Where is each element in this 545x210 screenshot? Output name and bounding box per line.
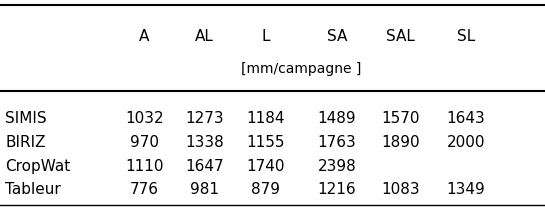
Text: 1740: 1740	[247, 159, 285, 174]
Text: L: L	[262, 29, 270, 44]
Text: 879: 879	[251, 182, 281, 197]
Text: Tableur: Tableur	[5, 182, 61, 197]
Text: AL: AL	[195, 29, 214, 44]
Text: 776: 776	[130, 182, 159, 197]
Text: 1338: 1338	[185, 135, 224, 150]
Text: 1489: 1489	[318, 111, 356, 126]
Text: 970: 970	[130, 135, 159, 150]
Text: 2000: 2000	[447, 135, 485, 150]
Text: 1184: 1184	[247, 111, 285, 126]
Text: 2398: 2398	[317, 159, 356, 174]
Text: CropWat: CropWat	[5, 159, 71, 174]
Text: 1349: 1349	[446, 182, 486, 197]
Text: 1032: 1032	[125, 111, 164, 126]
Text: 1216: 1216	[318, 182, 356, 197]
Text: BIRIZ: BIRIZ	[5, 135, 46, 150]
Text: SIMIS: SIMIS	[5, 111, 47, 126]
Text: SAL: SAL	[386, 29, 415, 44]
Text: 1570: 1570	[382, 111, 420, 126]
Text: 1890: 1890	[382, 135, 420, 150]
Text: 1110: 1110	[125, 159, 164, 174]
Text: 1763: 1763	[317, 135, 356, 150]
Text: SL: SL	[457, 29, 475, 44]
Text: [mm/campagne ]: [mm/campagne ]	[241, 62, 361, 76]
Text: 1643: 1643	[446, 111, 486, 126]
Text: 1273: 1273	[185, 111, 223, 126]
Text: SA: SA	[326, 29, 347, 44]
Text: A: A	[139, 29, 150, 44]
Text: 1647: 1647	[185, 159, 223, 174]
Text: 1083: 1083	[382, 182, 420, 197]
Text: 1155: 1155	[247, 135, 285, 150]
Text: 981: 981	[190, 182, 219, 197]
